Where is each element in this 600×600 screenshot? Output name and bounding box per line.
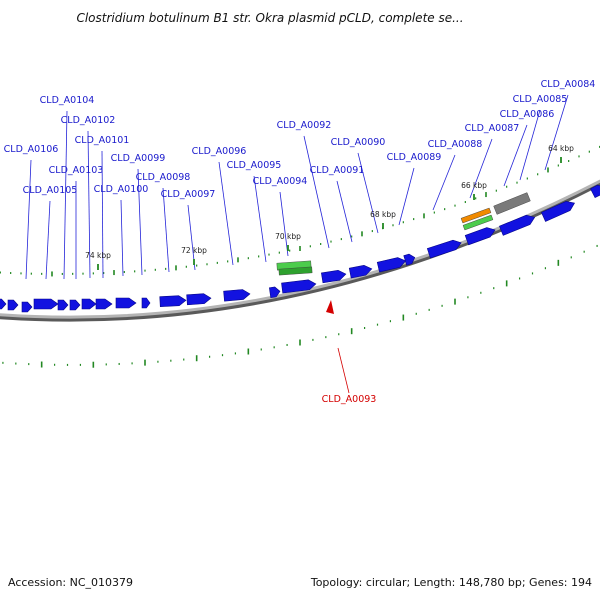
label-leader-line (336, 180, 353, 243)
gene-label[interactable]: CLD_A0098 (136, 172, 191, 183)
gene-arrow[interactable] (69, 299, 81, 311)
gene-arrow[interactable] (269, 286, 281, 298)
gene-labels: CLD_A0084 CLD_A0085 CLD_A0086 CLD_A0087 CLD_… (4, 79, 596, 405)
label-leader-line (120, 199, 124, 277)
gene-label[interactable]: CLD_A0101 (75, 135, 130, 146)
feature-track (276, 192, 531, 276)
gene-label[interactable]: CLD_A0093 (322, 394, 377, 405)
label-leader-line (303, 135, 330, 249)
label-leader-line (469, 138, 493, 199)
gene-label[interactable]: CLD_A0106 (4, 144, 59, 155)
gene-arrow[interactable] (403, 253, 416, 266)
gene-label[interactable]: CLD_A0099 (111, 153, 166, 164)
label-leader-line (398, 167, 415, 226)
label-leader-line (45, 200, 51, 280)
label-leader-line (218, 161, 234, 266)
gene-arrow[interactable] (321, 269, 347, 284)
gene-arrow[interactable] (21, 301, 33, 313)
label-leader-line (162, 187, 170, 273)
gene-arrow[interactable] (115, 297, 137, 309)
gene-arrow[interactable] (590, 182, 600, 199)
gene-label[interactable]: CLD_A0104 (40, 95, 95, 106)
gene-arrow[interactable] (541, 199, 576, 222)
label-leader-line (503, 124, 528, 187)
gene-arrow[interactable] (7, 299, 19, 311)
label-leader-line (432, 154, 456, 211)
gene-label[interactable]: CLD_A0091 (310, 165, 365, 176)
gene-arrow[interactable] (426, 238, 462, 259)
selected-gene-marker[interactable] (326, 300, 334, 314)
gene-label[interactable]: CLD_A0085 (513, 94, 568, 105)
ruler-label: 74 kbp (85, 251, 111, 260)
feature-block[interactable] (462, 214, 494, 231)
gene-label[interactable]: CLD_A0100 (94, 184, 149, 195)
label-leader-line (279, 191, 289, 257)
gene-label[interactable]: CLD_A0094 (253, 176, 308, 187)
gene-label[interactable]: CLD_A0103 (49, 165, 104, 176)
feature-block[interactable] (493, 192, 531, 215)
label-leaders (25, 94, 569, 394)
label-leader-line (337, 347, 350, 394)
ruler-label: 70 kbp (275, 232, 301, 241)
gene-arrow[interactable] (57, 299, 69, 311)
gene-arrow[interactable] (376, 256, 407, 273)
gene-arrow[interactable] (464, 225, 497, 246)
label-leader-line (253, 175, 267, 263)
feature-block[interactable] (278, 266, 313, 276)
gene-arrow[interactable] (348, 264, 373, 279)
gene-arrow[interactable] (95, 298, 113, 310)
feature-block[interactable] (460, 207, 492, 224)
ruler-label: 72 kbp (181, 246, 207, 255)
gene-arrow[interactable] (223, 289, 251, 302)
ruler-label: 64 kbp (548, 144, 574, 153)
gene-label[interactable]: CLD_A0086 (500, 109, 555, 120)
gene-arrow[interactable] (186, 293, 212, 306)
gene-arrow[interactable] (0, 298, 7, 310)
gene-label[interactable]: CLD_A0097 (161, 189, 216, 200)
gene-arrow[interactable] (141, 297, 151, 309)
gene-label[interactable]: CLD_A0084 (541, 79, 596, 90)
gene-track (0, 182, 600, 314)
gene-arrow[interactable] (81, 298, 97, 310)
gene-arrow[interactable] (499, 213, 536, 236)
gene-label[interactable]: CLD_A0087 (465, 123, 520, 134)
ruler-labels: 74 kbp 72 kbp 70 kbp 68 kbp 66 kbp 64 kbp (85, 144, 574, 270)
gene-label[interactable]: CLD_A0102 (61, 115, 116, 126)
ruler-label: 68 kbp (370, 210, 396, 219)
label-leader-line (63, 110, 68, 280)
label-leader-line (519, 109, 541, 181)
label-leader-line (87, 130, 91, 279)
gene-arrow[interactable] (33, 298, 59, 310)
gene-label[interactable]: CLD_A0105 (23, 185, 78, 196)
gene-label[interactable]: CLD_A0090 (331, 137, 386, 148)
gene-arrow[interactable] (159, 295, 187, 307)
topology-summary-text: Topology: circular; Length: 148,780 bp; … (310, 576, 592, 589)
label-leader-line (357, 152, 379, 234)
tick-marks (0, 145, 600, 368)
gene-label[interactable]: CLD_A0088 (428, 139, 483, 150)
label-leader-line (544, 94, 569, 171)
gene-arrow[interactable] (281, 279, 317, 294)
accession-text: Accession: NC_010379 (8, 576, 133, 589)
label-leader-line (25, 159, 32, 280)
label-leader-line (101, 150, 104, 279)
gene-label[interactable]: CLD_A0096 (192, 146, 247, 157)
map-title: Clostridium botulinum B1 str. Okra plasm… (76, 11, 463, 25)
gene-label[interactable]: CLD_A0092 (277, 120, 332, 131)
gene-label[interactable]: CLD_A0095 (227, 160, 282, 171)
ruler-label: 66 kbp (461, 181, 487, 190)
gene-label[interactable]: CLD_A0089 (387, 152, 442, 163)
label-leader-line (137, 168, 143, 276)
